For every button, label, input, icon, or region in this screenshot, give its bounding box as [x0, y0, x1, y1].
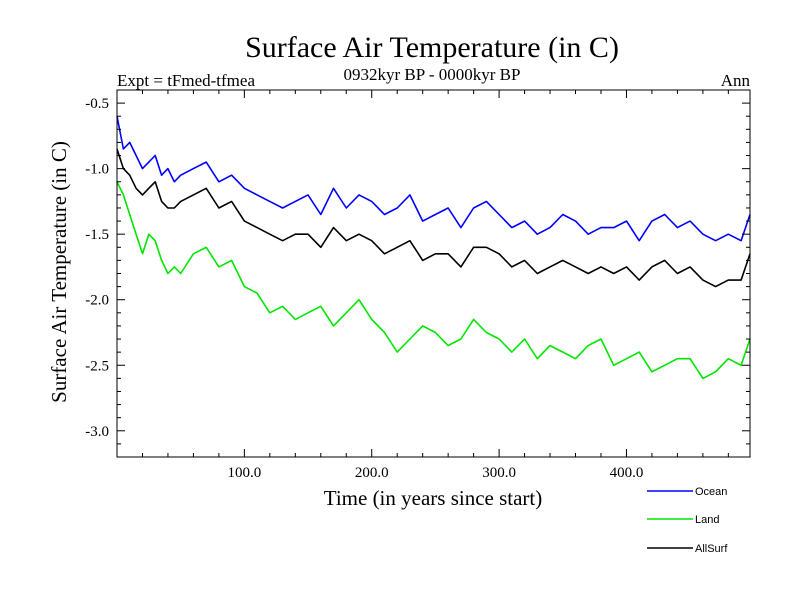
series-line-land	[116, 181, 751, 380]
subtitle-center: 0932kyr BP - 0000kyr BP	[344, 65, 521, 84]
x-tick-label: 300.0	[482, 465, 516, 481]
y-tick-label: -2.0	[85, 293, 109, 309]
x-axis-label: Time (in years since start)	[324, 486, 543, 510]
x-tick-label: 400.0	[610, 465, 644, 481]
chart-title: Surface Air Temperature (in C)	[245, 31, 619, 64]
legend-label-ocean: Ocean	[695, 486, 727, 498]
x-tick-label: 200.0	[355, 465, 389, 481]
y-axis-label: Surface Air Temperature (in C)	[47, 141, 71, 403]
y-tick-label: -3.0	[85, 424, 109, 440]
legend-label-land: Land	[695, 514, 719, 526]
series-layer	[116, 116, 751, 380]
legend: Ocean Land AllSurf	[647, 486, 728, 555]
y-tick-label: -1.0	[85, 162, 109, 178]
y-tick-label: -0.5	[85, 96, 109, 112]
series-line-allsurf	[116, 148, 751, 288]
y-tick-label: -2.5	[85, 358, 109, 374]
legend-label-allsurf: AllSurf	[695, 543, 728, 555]
subtitle-right: Ann	[721, 71, 751, 90]
y-tick-label: -1.5	[85, 227, 109, 243]
subtitle-left: Expt = tFmed-tfmea	[117, 71, 255, 90]
axis-layer: 100.0 200.0 300.0 400.0 -0.5 -1.0 -1.5 -2.0 -2.5…	[85, 90, 750, 481]
series-line-ocean	[116, 116, 751, 242]
x-tick-label: 100.0	[227, 465, 261, 481]
plot-frame	[116, 89, 751, 458]
